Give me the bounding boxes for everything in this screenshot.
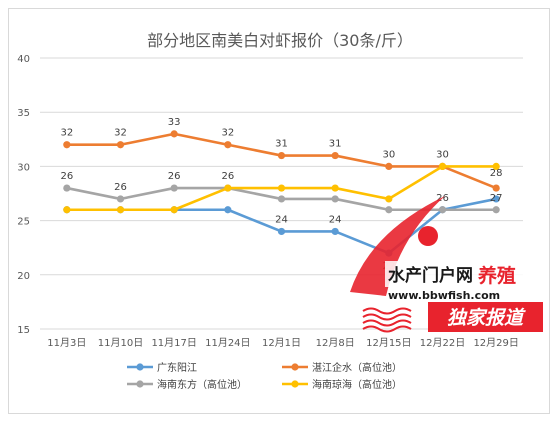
data-label: 32: [60, 128, 73, 139]
data-point: [385, 162, 393, 170]
data-point: [63, 141, 71, 149]
data-label: 32: [114, 128, 127, 139]
data-point: [224, 184, 232, 192]
swoosh-shape: [350, 196, 445, 296]
column-text: 独家报道: [447, 307, 526, 329]
x-tick-label: 12月1日: [262, 337, 301, 349]
data-label: 24: [329, 214, 342, 225]
data-label: 33: [168, 117, 181, 128]
data-point: [224, 206, 232, 214]
legend-label: 海南东方（高位池）: [157, 378, 247, 391]
data-point: [63, 184, 71, 192]
data-point: [492, 195, 500, 203]
data-point: [116, 195, 125, 203]
y-tick-label: 25: [17, 217, 30, 228]
legend-swatch-marker: [136, 380, 144, 388]
data-point: [277, 195, 286, 203]
data-point: [277, 151, 286, 160]
data-point: [331, 184, 339, 192]
data-labels: 242422263232333231313030282626262726: [60, 117, 502, 272]
x-tick-label: 11月24日: [205, 337, 250, 349]
data-label: 26: [168, 171, 181, 182]
logo-backdrop: [385, 261, 545, 287]
legend-label: 海南琼海（高位池）: [312, 378, 402, 391]
legend-label: 湛江企水（高位池）: [312, 361, 402, 374]
data-point: [438, 162, 447, 170]
wave-stripe: [362, 313, 412, 321]
data-point: [385, 206, 393, 214]
legend-swatch-marker: [291, 380, 299, 388]
data-point: [63, 206, 71, 214]
y-tick-label: 15: [17, 325, 30, 336]
brand-accent-text: 养殖: [477, 264, 516, 287]
data-label: 31: [329, 139, 342, 150]
data-point: [116, 141, 125, 149]
data-label: 26: [60, 171, 73, 182]
data-label: 28: [490, 168, 503, 179]
x-tick-label: 12月8日: [316, 337, 355, 349]
data-point: [331, 195, 339, 203]
x-tick-label: 11月10日: [98, 337, 143, 349]
data-label: 27: [490, 193, 503, 204]
y-axis: 15 20 25 30 35 40: [17, 54, 30, 336]
legend-swatch-marker: [291, 363, 299, 371]
logo-dot: [418, 226, 438, 246]
x-tick-label: 11月3日: [47, 337, 86, 349]
y-tick-label: 20: [17, 271, 30, 282]
data-point: [224, 141, 232, 149]
data-label: 26: [436, 193, 449, 204]
x-tick-label: 11月17日: [151, 337, 196, 349]
y-tick-label: 35: [17, 108, 30, 119]
data-label: 26: [114, 182, 127, 193]
data-point: [170, 130, 178, 138]
y-tick-label: 30: [17, 162, 30, 173]
data-point: [170, 184, 178, 192]
wave-stripe: [362, 307, 412, 315]
x-tick-label: 12月29日: [473, 337, 518, 349]
data-point: [492, 162, 500, 170]
data-point: [331, 227, 339, 236]
x-axis: 11月3日 11月10日 11月17日 11月24日 12月1日 12月8日 12月15日 1…: [47, 337, 519, 349]
data-point: [492, 184, 500, 192]
data-point: [492, 206, 500, 214]
data-label: 32: [221, 128, 234, 139]
legend: 广东阳江 湛江企水（高位池） 海南东方（高位池） 海南琼海（高位池）: [127, 361, 402, 391]
wave-stripe: [362, 319, 412, 327]
data-point: [385, 195, 393, 203]
legend-label: 广东阳江: [157, 361, 197, 374]
data-point: [277, 227, 286, 236]
y-tick-label: 40: [17, 54, 30, 65]
brand-text: 水产门户网: [388, 265, 473, 286]
x-tick-label: 12月22日: [420, 337, 465, 349]
data-label: 30: [436, 149, 449, 160]
chart-title: 部分地区南美白对虾报价（30条/斤）: [147, 31, 413, 50]
data-point: [277, 184, 286, 192]
data-point: [116, 206, 125, 214]
x-tick-label: 12月15日: [366, 337, 411, 349]
data-point: [331, 151, 339, 160]
wave-stripe: [362, 325, 412, 333]
data-point: [170, 206, 178, 214]
data-label: 26: [221, 171, 234, 182]
column-banner: [428, 302, 543, 332]
legend-swatch-marker: [136, 363, 144, 371]
data-label: 24: [275, 214, 288, 225]
watermark-logo: 水产门户网 养殖 www.bbwfish.com 独家报道: [350, 196, 545, 333]
data-label: 30: [382, 149, 395, 160]
data-label: 31: [275, 139, 288, 150]
site-text: www.bbwfish.com: [388, 289, 500, 302]
data-point: [438, 206, 447, 214]
